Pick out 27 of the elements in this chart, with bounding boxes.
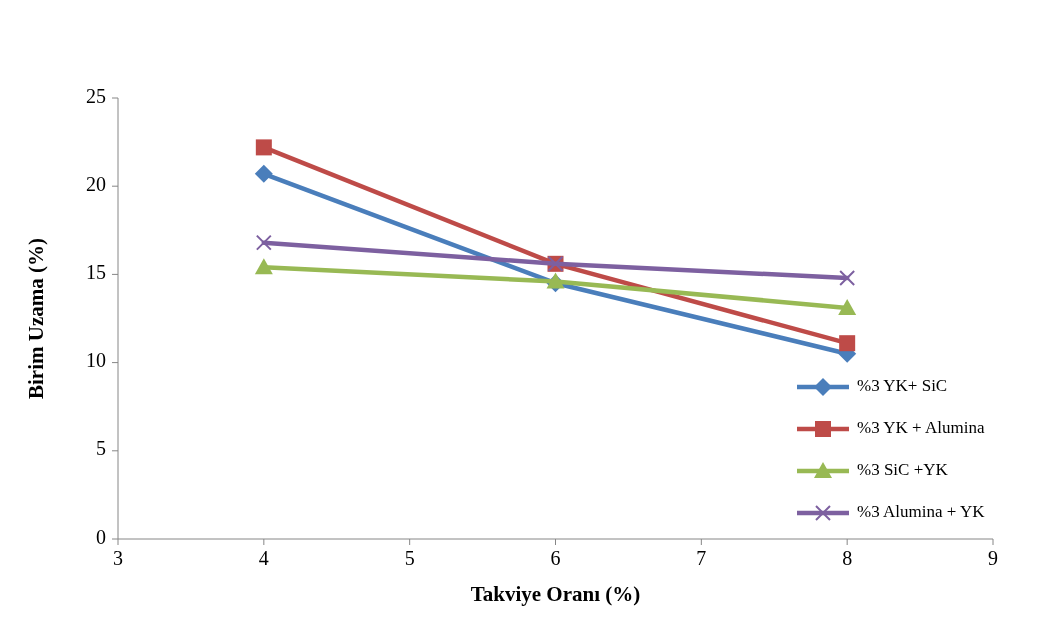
legend-label: %3 YK + Alumina	[857, 417, 985, 437]
x-tick-label: 5	[404, 547, 415, 569]
point	[839, 335, 856, 352]
y-axis-title: Birim Uzama (%)	[24, 238, 48, 399]
x-tick-label: 4	[258, 547, 269, 569]
point	[839, 269, 856, 286]
legend-label: %3 SiC +YK	[857, 459, 949, 479]
y-tick-label: 10	[86, 349, 106, 372]
point	[546, 272, 565, 289]
y-tick-label: 20	[86, 172, 106, 195]
point	[838, 298, 857, 315]
point	[255, 234, 272, 251]
point	[254, 164, 273, 183]
legend-label: %3 YK+ SiC	[857, 375, 948, 395]
y-tick-label: 15	[86, 260, 106, 283]
x-tick-label: 6	[550, 547, 561, 569]
x-tick-label: 9	[988, 547, 998, 569]
y-tick-label: 25	[86, 84, 106, 107]
x-tick-label: 3	[113, 547, 123, 569]
point	[254, 258, 273, 275]
legend-label: %3 Alumina + YK	[857, 501, 986, 521]
point	[255, 139, 272, 156]
x-tick-label: 7	[696, 547, 707, 569]
x-tick-label: 8	[842, 547, 853, 569]
x-axis-title: Takviye Oranı (%)	[470, 582, 641, 606]
y-tick-label: 0	[96, 525, 106, 548]
y-tick-label: 5	[96, 437, 106, 460]
